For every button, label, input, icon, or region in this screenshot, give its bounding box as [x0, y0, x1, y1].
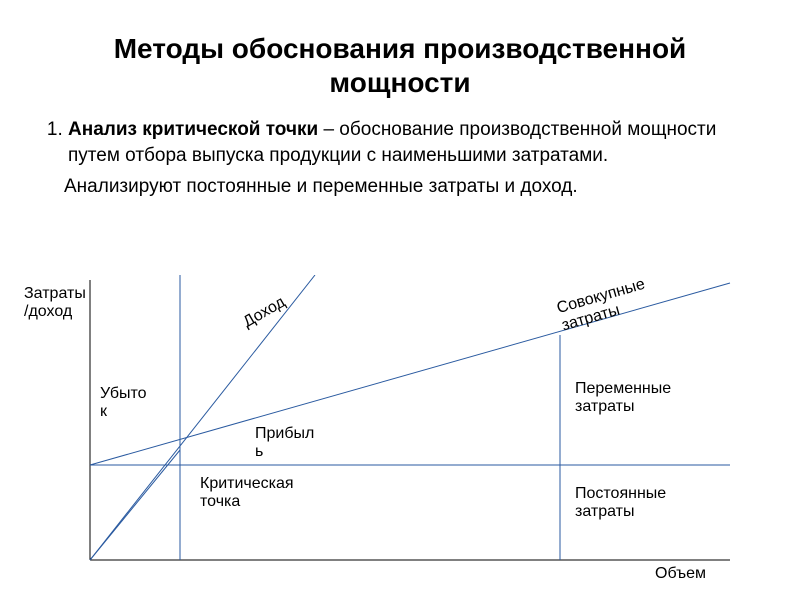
- list-item-1: Анализ критической точки – обоснование п…: [68, 117, 760, 168]
- numbered-list: Анализ критической точки – обоснование п…: [68, 117, 760, 168]
- body-text: Анализируют постоянные и переменные затр…: [64, 174, 760, 200]
- variable-cost-label: Переменные затраты: [575, 380, 671, 417]
- slide: Методы обоснования производственной мощн…: [0, 0, 800, 600]
- breakeven-chart: Затраты /доход Объем Доход Совокупные за…: [30, 275, 750, 585]
- list-item-lead: Анализ критической точки: [68, 119, 318, 140]
- loss-label: Убыто к: [100, 385, 147, 422]
- slide-title: Методы обоснования производственной мощн…: [40, 32, 760, 99]
- profit-label: Прибыл ь: [255, 425, 314, 462]
- x-axis-label: Объем: [655, 565, 706, 583]
- y-axis-label: Затраты /доход: [24, 285, 86, 322]
- critical-point-label: Критическая точка: [200, 475, 294, 512]
- fixed-cost-label: Постоянные затраты: [575, 485, 666, 522]
- chart-svg: [30, 275, 750, 585]
- list-item-dash: –: [318, 119, 339, 140]
- loss-diag-line: [90, 450, 180, 560]
